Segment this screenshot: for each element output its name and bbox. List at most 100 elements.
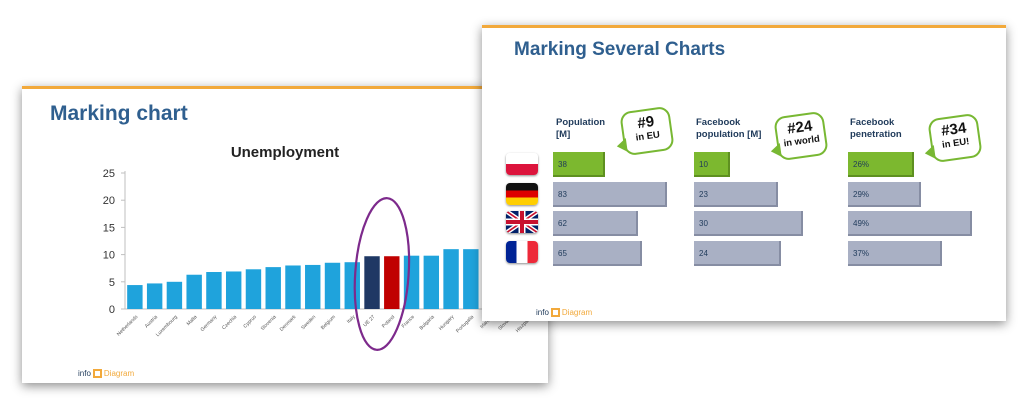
- bar: [285, 265, 301, 309]
- y-tick-label: 0: [109, 304, 115, 316]
- bar: [364, 256, 380, 309]
- bar: [186, 274, 202, 309]
- bar: [423, 255, 440, 309]
- bar: [694, 211, 803, 236]
- bar: [305, 264, 321, 309]
- bar-value-label: 24: [699, 249, 708, 258]
- x-tick-label: Hungary: [438, 314, 456, 332]
- bar: [848, 211, 972, 236]
- bar-value-label: 23: [699, 190, 708, 199]
- x-tick-label: Belgium: [320, 314, 337, 331]
- chart-title: Unemployment: [230, 144, 340, 161]
- bar-value-label: 26%: [853, 160, 870, 169]
- y-tick-label: 15: [103, 222, 115, 234]
- bar: [848, 241, 942, 266]
- bar-value-label: 29%: [853, 190, 870, 199]
- bar-value-label: 10: [699, 160, 708, 169]
- bar: [443, 249, 459, 309]
- header-line: Facebook: [850, 117, 895, 128]
- bar: [694, 182, 778, 207]
- bar: [403, 255, 420, 309]
- bar-value-label: 49%: [853, 219, 870, 228]
- header-line: Population: [556, 117, 606, 128]
- y-tick-label: 20: [103, 195, 115, 207]
- logo-box-icon: [92, 369, 102, 378]
- slide-title: Marking Several Charts: [514, 39, 726, 60]
- x-tick-label: Denmark: [279, 314, 298, 333]
- highlight-circle: [353, 197, 411, 351]
- bar: [127, 285, 143, 309]
- bar: [694, 241, 781, 266]
- bar: [344, 262, 360, 309]
- infodiagram-logo: info Diagram: [536, 308, 592, 317]
- x-tick-label: Cyprus: [242, 314, 258, 330]
- slide-marking-chart: Marking chart Unemployment 0 5 10 15 20 25 Net…: [22, 86, 548, 383]
- header-line: population [M]: [696, 129, 762, 140]
- y-tick-label: 10: [103, 250, 115, 262]
- bar: [166, 281, 183, 309]
- germany-flag-icon: [506, 183, 538, 205]
- x-tick-label: Italy: [346, 314, 357, 325]
- logo-box-icon: [550, 308, 560, 317]
- logo-prefix: info: [78, 369, 91, 378]
- header-line: Facebook: [696, 117, 741, 128]
- column-header-population: Population [M]: [556, 117, 605, 141]
- highlighted-bar: [694, 152, 730, 177]
- x-tick-label: Netherlands: [116, 314, 140, 338]
- slide-title: Marking chart: [50, 102, 188, 125]
- logo-suffix: Diagram: [103, 369, 135, 378]
- bar: [146, 283, 163, 309]
- bar-value-label: 62: [558, 219, 567, 228]
- x-tick-label: UE 27: [362, 314, 376, 328]
- bar-value-label: 37%: [853, 249, 870, 258]
- callout-bubble: #34 in EU!: [923, 112, 983, 164]
- x-tick-label: Slovenia: [260, 314, 278, 332]
- header-line: [M]: [556, 129, 571, 140]
- x-tick-label: Sweden: [300, 314, 317, 331]
- callout-tail: [769, 143, 782, 159]
- y-tick-label: 5: [109, 277, 115, 289]
- bar: [553, 182, 667, 207]
- logo-suffix: Diagram: [561, 308, 593, 317]
- bar: [225, 271, 242, 309]
- x-tick-label: Austria: [144, 314, 159, 329]
- column-header-facebook-population: Facebook population [M]: [696, 117, 761, 141]
- bar: [463, 249, 479, 309]
- callout-tail: [615, 138, 628, 154]
- bar: [206, 272, 222, 309]
- x-tick-label: Germany: [200, 314, 219, 333]
- bar: [384, 256, 400, 309]
- header-line: penetration: [850, 129, 902, 140]
- bar-value-label: 30: [699, 219, 708, 228]
- infodiagram-logo: info Diagram: [78, 369, 134, 378]
- x-tick-label: Portugalia: [455, 314, 475, 334]
- bar: [848, 182, 921, 207]
- x-tick-label: Poland: [381, 314, 396, 329]
- bar: [265, 267, 281, 309]
- poland-flag-icon: [506, 153, 538, 175]
- x-tick-label: Malta: [186, 314, 199, 327]
- callout-bubble: #9 in EU: [615, 105, 675, 157]
- highlighted-bar: [553, 152, 605, 177]
- x-tick-label: France: [401, 314, 416, 329]
- callout-tail: [923, 145, 936, 161]
- callout-bubble: #24 in world: [769, 110, 829, 162]
- highlighted-bar: [848, 152, 914, 177]
- slide-marking-several-charts: Marking Several Charts Population [M] #9…: [482, 25, 1006, 321]
- column-header-facebook-penetration: Facebook penetration: [850, 117, 902, 141]
- bar-value-label: 65: [558, 249, 567, 258]
- bar-value-label: 83: [558, 190, 567, 199]
- x-tick-label: Czechia: [221, 314, 238, 331]
- logo-prefix: info: [536, 308, 549, 317]
- slide-top-line: [482, 25, 1006, 28]
- bar-value-label: 38: [558, 160, 567, 169]
- uk-flag-icon: [506, 211, 538, 233]
- x-tick-label: Luxembourg: [155, 314, 179, 338]
- bar: [553, 211, 638, 236]
- france-flag-icon: [506, 241, 538, 263]
- x-tick-label: Bulgaria: [418, 314, 435, 331]
- y-tick-label: 25: [103, 168, 115, 180]
- slide-top-line: [22, 86, 548, 89]
- bar: [324, 262, 341, 309]
